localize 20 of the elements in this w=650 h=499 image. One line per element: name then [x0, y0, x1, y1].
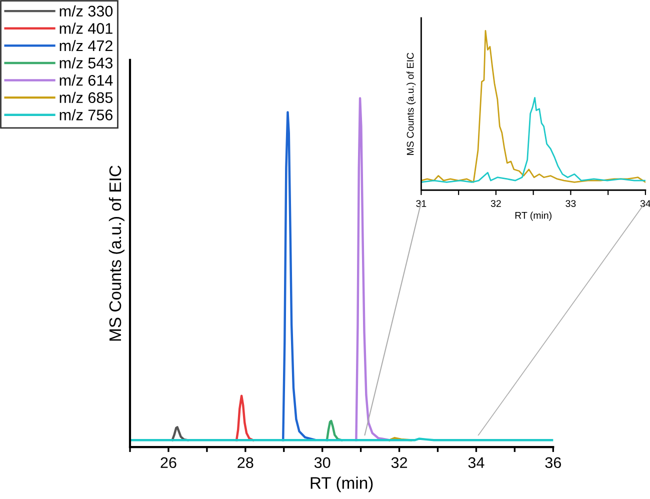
- x-tick-label: 33: [566, 200, 576, 207]
- x-tick-label: 36: [545, 457, 561, 468]
- x-tick-label: 32: [391, 457, 408, 468]
- x-axis-title: RT (min): [515, 212, 552, 221]
- x-tick-label: 34: [468, 457, 484, 468]
- legend-label: m/z 614: [60, 74, 113, 86]
- x-tick-label: 28: [238, 457, 254, 468]
- legend-label: m/z 401: [60, 22, 112, 34]
- y-axis-title: MS Counts (a.u.) of EIC: [406, 52, 416, 155]
- x-tick-label: 31: [416, 200, 426, 207]
- legend-label: m/z 472: [60, 40, 112, 52]
- legend-label: m/z 543: [60, 57, 112, 68]
- x-tick-label: 32: [490, 200, 501, 207]
- y-axis-title: MS Counts (a.u.) of EIC: [108, 166, 124, 341]
- x-axis-title: RT (min): [310, 476, 373, 492]
- legend-label: m/z 330: [60, 5, 113, 17]
- x-tick-label: 26: [160, 457, 176, 468]
- legend-label: m/z 685: [60, 92, 113, 104]
- legend-label: m/z 756: [60, 109, 112, 120]
- x-tick-label: 30: [314, 457, 330, 468]
